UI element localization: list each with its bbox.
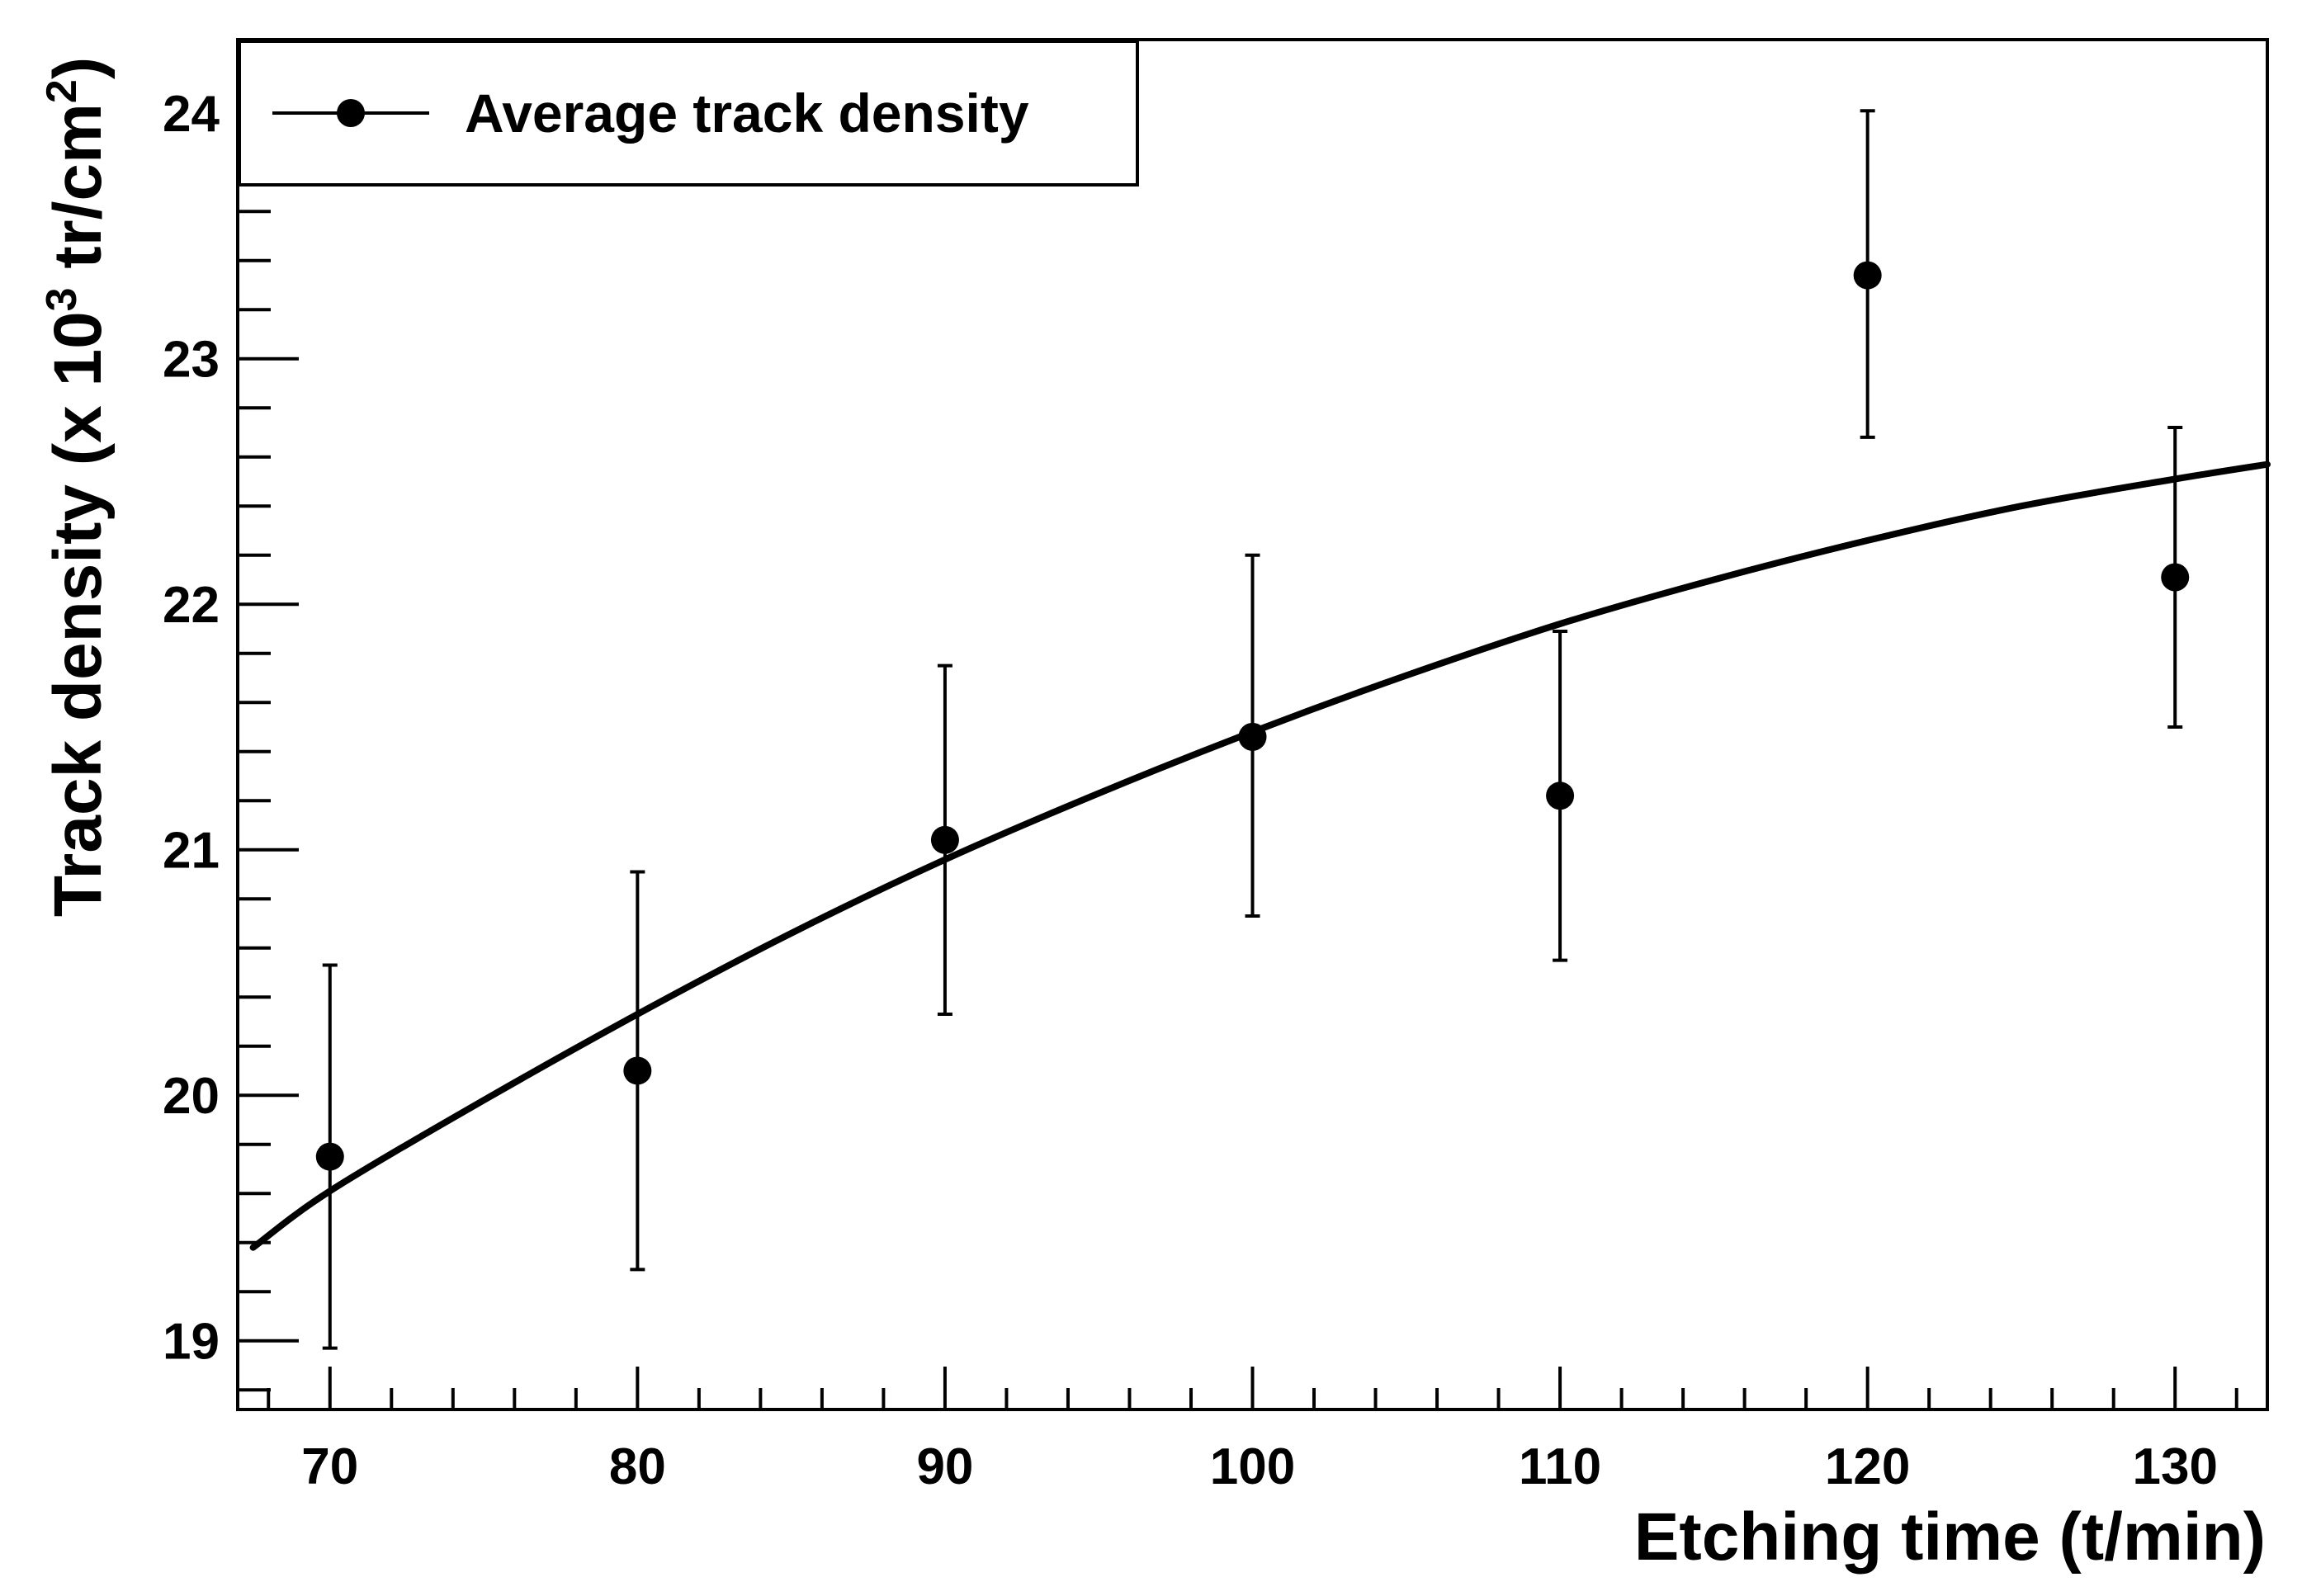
y-axis-title-exp2: 2 (38, 79, 86, 103)
y-axis-title-suffix: ) (40, 57, 116, 79)
legend: Average track density (238, 40, 1139, 187)
y-tick-label: 22 (163, 577, 220, 634)
fit-layer (249, 460, 2271, 1251)
x-tick-label: 90 (916, 1438, 973, 1495)
data-layer (315, 109, 2190, 1350)
y-axis-title: Track density (x 103 tr/cm2) (38, 57, 116, 917)
y-axis-title-mid: tr/cm (40, 103, 116, 287)
y-axis-title-exp: 3 (38, 287, 86, 311)
data-point (930, 825, 959, 854)
y-tick-label: 19 (163, 1314, 220, 1371)
data-point (315, 1142, 344, 1171)
y-tick-label: 24 (163, 86, 220, 143)
x-tick-label: 80 (609, 1438, 666, 1495)
data-point (1853, 261, 1882, 290)
x-tick-labels: 70 80 90 100 110 120 130 (301, 1438, 2218, 1495)
fit-curve (249, 460, 2271, 1251)
y-axis-title-prefix: Track density (x 10 (40, 311, 116, 917)
x-tick-label: 100 (1210, 1438, 1295, 1495)
x-tick-label: 130 (2133, 1438, 2218, 1495)
x-tick-label: 120 (1825, 1438, 1910, 1495)
y-tick-label: 21 (163, 823, 220, 880)
y-tick-label: 20 (163, 1068, 220, 1125)
data-point (2161, 563, 2190, 592)
data-point (1238, 722, 1267, 751)
y-tick-label: 23 (163, 332, 220, 389)
y-tick-labels: 19 20 21 22 23 24 (163, 86, 220, 1370)
data-point (1546, 781, 1575, 810)
x-tick-label: 70 (301, 1438, 358, 1495)
x-tick-label: 110 (1519, 1438, 1601, 1495)
legend-marker (337, 99, 365, 127)
legend-label: Average track density (465, 83, 1029, 144)
x-axis-title: Etching time (t/min) (1634, 1499, 2266, 1575)
data-point (623, 1056, 652, 1085)
